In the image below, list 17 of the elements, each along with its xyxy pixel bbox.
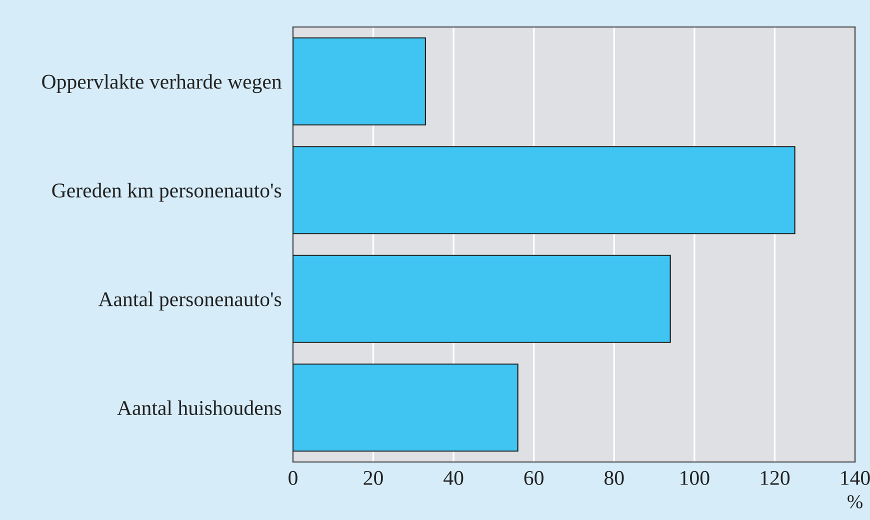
x-tick-label: 120 xyxy=(760,470,790,485)
y-tick-label: Aantal personenauto's xyxy=(98,292,282,311)
y-tick-label: Aantal huishoudens xyxy=(117,400,282,416)
x-tick-label: 20 xyxy=(364,470,383,485)
x-tick-label: 80 xyxy=(604,470,624,485)
x-tick-label: 40 xyxy=(444,470,464,485)
x-tick-label: 140 xyxy=(841,470,870,485)
bar xyxy=(293,254,671,343)
y-tick-label: Gereden km personenauto's xyxy=(52,182,282,202)
x-tick-label: 60 xyxy=(524,470,544,485)
x-tick-label: 0 xyxy=(288,470,298,485)
x-tick-label: 100 xyxy=(680,470,710,485)
bar xyxy=(293,37,426,126)
x-axis-title: % xyxy=(848,495,862,508)
bar xyxy=(293,146,796,234)
bar xyxy=(293,364,518,452)
y-tick-label: Oppervlakte verharde wegen xyxy=(42,74,282,94)
